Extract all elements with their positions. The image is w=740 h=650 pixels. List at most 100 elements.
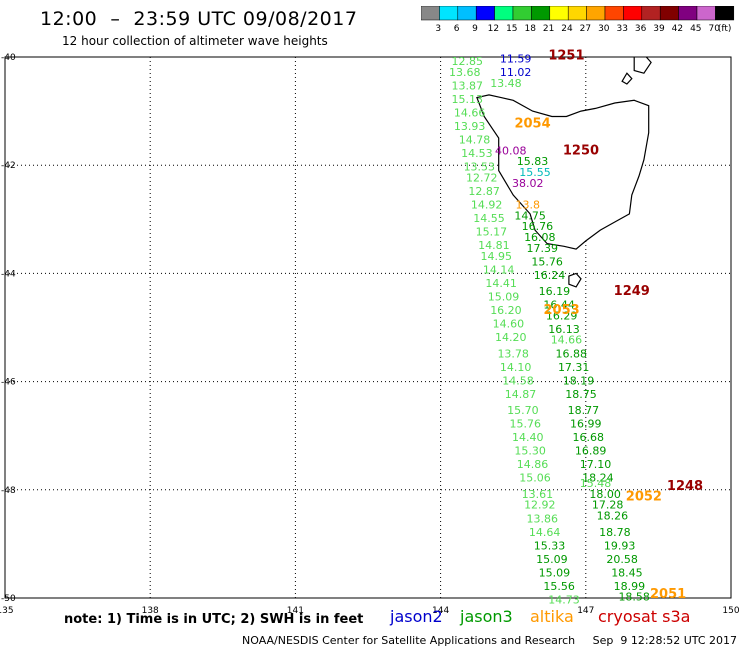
lon-label: 144: [432, 606, 449, 616]
swh-label: 12.72: [466, 171, 498, 184]
time-label: 1248: [667, 479, 703, 494]
footer-credit: NOAA/NESDIS Center for Satellite Applica…: [242, 634, 738, 647]
swh-label: 13.93: [454, 120, 486, 133]
swh-label: 16.08: [524, 231, 556, 244]
swh-label: 16.68: [572, 431, 604, 444]
colorbar-label: 36: [635, 24, 647, 34]
colorbar-label: (ft): [718, 24, 732, 34]
swh-label: 16.89: [575, 445, 607, 458]
time-label: 1249: [614, 284, 650, 299]
swh-label: 15.76: [531, 255, 563, 268]
colorbar-label: 21: [543, 24, 554, 34]
colorbar-label: 18: [524, 24, 536, 34]
swh-label: 14.73: [548, 593, 580, 606]
swh-label: 13.86: [526, 512, 558, 525]
swh-label: 17.39: [526, 242, 558, 255]
swh-label: 12.87: [468, 185, 500, 198]
map-content: [5, 57, 731, 598]
colorbar-label: 6: [454, 24, 460, 34]
legend-altika: altika: [530, 607, 574, 626]
swh-label: 15.33: [534, 539, 566, 552]
wave-height-colorbar: 3 6 9 12 15 18 21 24 27 30 33 36 39 42 45 70(ft): [421, 6, 735, 34]
lon-label: 135: [0, 606, 14, 616]
lat-label: -46: [1, 378, 16, 388]
map-subtitle: 12 hour collection of altimeter wave hei…: [62, 34, 328, 48]
time-label: 2052: [626, 490, 662, 505]
colorbar-label: 33: [616, 24, 627, 34]
swh-label: 12.85: [451, 55, 483, 68]
swh-label: 16.20: [490, 304, 522, 317]
swh-label: 15.48: [580, 477, 612, 490]
swh-label: 15.55: [519, 166, 551, 179]
lon-label: 147: [577, 606, 594, 616]
swh-label: 18.99: [614, 580, 646, 593]
lat-label: -50: [1, 594, 16, 604]
coastline: [476, 94, 650, 250]
map-title: 12:00 – 23:59 UTC 09/08/2017: [40, 8, 358, 30]
swh-label: 11.59: [500, 52, 532, 65]
lat-label: -44: [1, 269, 16, 279]
swh-label: 14.64: [529, 526, 561, 539]
lon-label: 138: [142, 606, 159, 616]
footer-note: note: 1) Time is in UTC; 2) SWH is in fe…: [64, 612, 364, 627]
colorbar-label: 70: [708, 24, 720, 34]
swh-label: 18.24: [582, 472, 614, 485]
lat-label: -42: [1, 161, 16, 171]
swh-label: 14.20: [495, 331, 527, 344]
swh-label: 13.87: [451, 79, 483, 92]
coastline: [621, 72, 633, 85]
swh-label: 14.58: [502, 374, 534, 387]
swh-label: 15.70: [507, 404, 539, 417]
swh-label: 16.24: [534, 269, 566, 282]
swh-label: 15.09: [488, 290, 520, 303]
colorbar-label: 39: [653, 24, 665, 34]
time-label: 2054: [514, 116, 550, 131]
swh-label: 13.53: [464, 161, 496, 174]
time-label: 1251: [548, 49, 584, 64]
swh-label: 13.8: [515, 198, 540, 211]
colorbar-label: 24: [561, 24, 573, 34]
colorbar-label: 45: [690, 24, 701, 34]
swh-label: 11.02: [500, 66, 532, 79]
swh-label: 17.10: [580, 458, 612, 471]
swh-label: 18.45: [611, 566, 643, 579]
legend-jason2: jason2: [390, 607, 443, 626]
swh-label: 14.66: [551, 334, 583, 347]
swh-label: 15.06: [519, 472, 551, 485]
swh-label: 14.78: [459, 134, 491, 147]
swh-label: 16.44: [543, 299, 575, 312]
swh-label: 18.26: [597, 510, 629, 523]
swh-label: 14.41: [485, 277, 517, 290]
swh-label: 14.10: [500, 361, 532, 374]
swh-label: 18.58: [618, 591, 650, 604]
swh-label: 15.76: [510, 418, 542, 431]
swh-label: 14.87: [505, 388, 537, 401]
swh-label: 15.56: [543, 580, 575, 593]
legend-jason3: jason3: [460, 607, 513, 626]
swh-label: 14.53: [461, 147, 493, 160]
swh-label: 15.83: [517, 155, 549, 168]
colorbar-label: 42: [672, 24, 683, 34]
swh-label: 14.66: [454, 107, 486, 120]
swh-label: 18.77: [568, 404, 600, 417]
map-frame: [4, 56, 732, 599]
swh-label: 15.09: [536, 553, 568, 566]
swh-label: 38.02: [512, 177, 544, 190]
swh-label: 40.08: [495, 144, 527, 157]
swh-label: 14.81: [478, 239, 510, 252]
swh-label: 15.30: [514, 445, 546, 458]
swh-label: 14.55: [473, 212, 505, 225]
swh-label: 14.95: [481, 250, 513, 263]
swh-label: 16.13: [548, 323, 580, 336]
swh-label: 18.19: [563, 374, 595, 387]
swh-label: 18.78: [599, 526, 631, 539]
swh-label: 14.60: [493, 318, 525, 331]
swh-label: 13.48: [490, 77, 522, 90]
swh-label: 16.29: [546, 309, 578, 322]
colorbar-label: 27: [580, 24, 591, 34]
coastline: [568, 272, 582, 288]
lon-label: 150: [722, 606, 739, 616]
swh-label: 13.61: [522, 488, 554, 501]
swh-label: 16.76: [522, 220, 554, 233]
